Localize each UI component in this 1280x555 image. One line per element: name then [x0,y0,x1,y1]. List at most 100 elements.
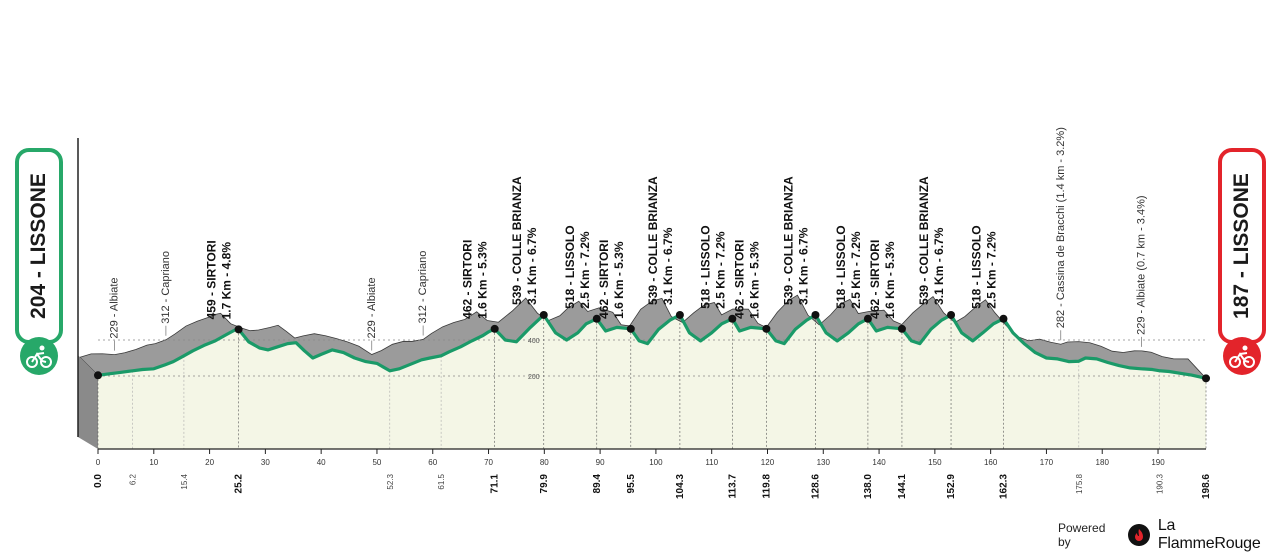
km-marker-label: 25.2 [234,474,245,494]
start-town-box: 204 - LISSONE [15,148,63,344]
waypoint-label: 229 - Albiate [109,277,121,338]
climb-label: 539 - COLLE BRIANZA [510,176,524,305]
climb-detail-label: 3.1 Km - 6.7% [932,227,946,305]
climb-label: 462 - SIRTORI [461,240,475,319]
x-tick-label: 110 [705,458,718,467]
climb-point-dot [863,314,872,323]
km-marker-label: 162.3 [998,474,1009,499]
x-tick-label: 180 [1096,458,1110,467]
x-tick-label: 120 [761,458,775,467]
climb-point-dot [728,314,737,323]
climb-label: 462 - SIRTORI [732,240,746,319]
climb-point-dot [897,324,906,333]
x-tick-label: 20 [205,458,214,467]
x-tick-label: 10 [149,458,158,467]
km-marker-label: 61.5 [437,473,446,489]
climb-detail-label: 2.5 Km - 7.2% [849,231,863,309]
y-tick-label-200: 200 [528,374,540,381]
waypoint-label: 229 - Albiate (0.7 km - 3.4%) [1136,195,1148,334]
km-marker-label: 95.5 [626,474,637,494]
climb-detail-label: 2.5 Km - 7.2% [578,231,592,309]
finish-cyclist-icon [1223,337,1261,375]
finish-dot [1202,374,1210,383]
km-marker-label: 113.7 [727,474,738,499]
x-tick-label: 190 [1151,458,1165,467]
climb-point-dot [947,310,956,319]
powered-by-prefix: Powered by [1058,521,1106,549]
climb-point-dot [626,324,635,333]
finish-town-label: 187 - LISSONE [1230,173,1253,319]
climb-label: 539 - COLLE BRIANZA [917,176,931,305]
km-marker-label: 71.1 [490,474,501,494]
x-tick-label: 60 [428,458,437,467]
km-marker-label: 89.4 [592,474,603,494]
x-tick-label: 150 [928,458,942,467]
climb-detail-label: 3.1 Km - 6.7% [796,227,810,305]
climb-label: 539 - COLLE BRIANZA [781,176,795,305]
climb-point-dot [539,310,548,319]
climb-point-dot [234,325,243,334]
climb-point-dot [811,310,820,319]
x-tick-label: 30 [261,458,270,467]
climb-label: 518 - LISSOLO [969,225,983,308]
x-tick-label: 80 [540,458,549,467]
x-tick-label: 70 [484,458,493,467]
km-marker-label: 144.1 [897,474,908,499]
flame-logo-icon [1128,524,1150,546]
climb-label: 459 - SIRTORI [205,240,219,319]
climb-detail-label: 1.6 Km - 5.3% [747,241,761,319]
km-marker-label: 138.0 [863,474,874,499]
start-dot [94,371,102,380]
profile-base-area [98,314,1206,449]
km-marker-label: 128.6 [810,474,821,499]
waypoint-label: 229 - Albiate [366,277,378,338]
x-tick-label: 40 [317,458,326,467]
km-marker-label: 175.8 [1075,473,1084,494]
km-marker-label: 15.4 [180,473,189,489]
climb-label: 518 - LISSOLO [834,225,848,308]
x-tick-label: 160 [984,458,998,467]
climb-detail-label: 1.6 Km - 5.3% [612,241,626,319]
climb-label: 462 - SIRTORI [868,240,882,319]
climb-detail-label: 2.5 Km - 7.2% [713,231,727,309]
start-cyclist-icon [20,337,58,375]
km-marker-label: 190.3 [1156,473,1165,494]
km-marker-label: 119.8 [761,474,772,499]
powered-by: Powered by La FlammeRouge [1058,517,1280,552]
finish-town-box: 187 - LISSONE [1218,148,1266,344]
climb-detail-label: 2.5 Km - 7.2% [984,231,998,309]
waypoint-label: 282 - Cassina de Bracchi (1.4 km - 3.2%) [1055,127,1067,328]
climb-detail-label: 3.1 Km - 6.7% [661,227,675,305]
climb-point-dot [999,314,1008,323]
climb-label: 539 - COLLE BRIANZA [646,176,660,305]
km-marker-label: 52.3 [386,473,395,489]
start-town-label: 204 - LISSONE [27,173,50,319]
km-marker-label: 152.9 [946,474,957,499]
x-tick-label: 140 [872,458,886,467]
climb-detail-label: 1.6 Km - 5.3% [883,241,897,319]
climb-point-dot [675,310,684,319]
climb-detail-label: 1.6 Km - 5.3% [476,241,490,319]
climb-point-dot [762,324,771,333]
waypoint-label: 312 - Capriano [160,251,172,324]
climb-detail-label: 1.7 Km - 4.8% [220,242,234,320]
km-marker-label: 79.9 [539,474,550,494]
x-tick-label: 90 [596,458,605,467]
y-tick-label-400: 400 [528,338,540,345]
x-tick-label: 50 [372,458,381,467]
x-tick-label: 130 [817,458,831,467]
climb-label: 518 - LISSOLO [563,225,577,308]
climb-label: 518 - LISSOLO [698,225,712,308]
climb-label: 462 - SIRTORI [597,240,611,319]
climb-point-dot [490,324,499,333]
climb-point-dot [592,314,601,323]
km-marker-label: 0.0 [93,474,104,488]
km-marker-label: 104.3 [675,474,686,499]
x-tick-label: 170 [1040,458,1054,467]
waypoint-label: 312 - Capriano [417,251,429,324]
profile-side-wall [78,355,98,449]
climb-detail-label: 3.1 Km - 6.7% [525,227,539,305]
km-marker-label: 198.6 [1201,474,1212,499]
